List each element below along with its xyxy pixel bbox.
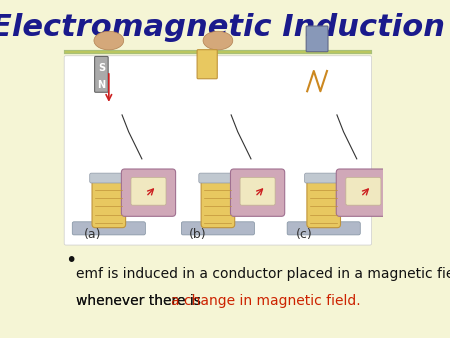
Text: •: • <box>65 251 77 270</box>
Ellipse shape <box>203 31 233 50</box>
FancyBboxPatch shape <box>131 177 166 205</box>
FancyBboxPatch shape <box>336 169 391 216</box>
FancyBboxPatch shape <box>346 177 381 205</box>
FancyBboxPatch shape <box>64 56 372 245</box>
Text: whenever there is: whenever there is <box>76 294 205 308</box>
FancyBboxPatch shape <box>92 175 126 228</box>
FancyBboxPatch shape <box>287 222 360 235</box>
FancyBboxPatch shape <box>94 56 108 92</box>
FancyBboxPatch shape <box>306 26 328 52</box>
FancyBboxPatch shape <box>197 50 217 79</box>
FancyBboxPatch shape <box>307 175 341 228</box>
Text: (b): (b) <box>189 228 207 241</box>
Text: Electromagnetic Induction: Electromagnetic Induction <box>0 13 445 42</box>
Text: a change in magnetic field.: a change in magnetic field. <box>171 294 360 308</box>
FancyBboxPatch shape <box>199 173 237 183</box>
Text: S: S <box>98 63 105 73</box>
FancyBboxPatch shape <box>181 222 255 235</box>
FancyBboxPatch shape <box>240 177 275 205</box>
Text: whenever there is: whenever there is <box>76 294 205 308</box>
Text: (a): (a) <box>84 228 101 241</box>
Text: emf is induced in a conductor placed in a magnetic field: emf is induced in a conductor placed in … <box>76 267 450 281</box>
FancyBboxPatch shape <box>90 173 128 183</box>
FancyBboxPatch shape <box>201 175 235 228</box>
Ellipse shape <box>94 31 124 50</box>
Text: (c): (c) <box>296 228 312 241</box>
Text: N: N <box>97 79 105 90</box>
FancyBboxPatch shape <box>305 173 343 183</box>
FancyBboxPatch shape <box>122 169 176 216</box>
FancyBboxPatch shape <box>230 169 285 216</box>
FancyBboxPatch shape <box>72 222 145 235</box>
